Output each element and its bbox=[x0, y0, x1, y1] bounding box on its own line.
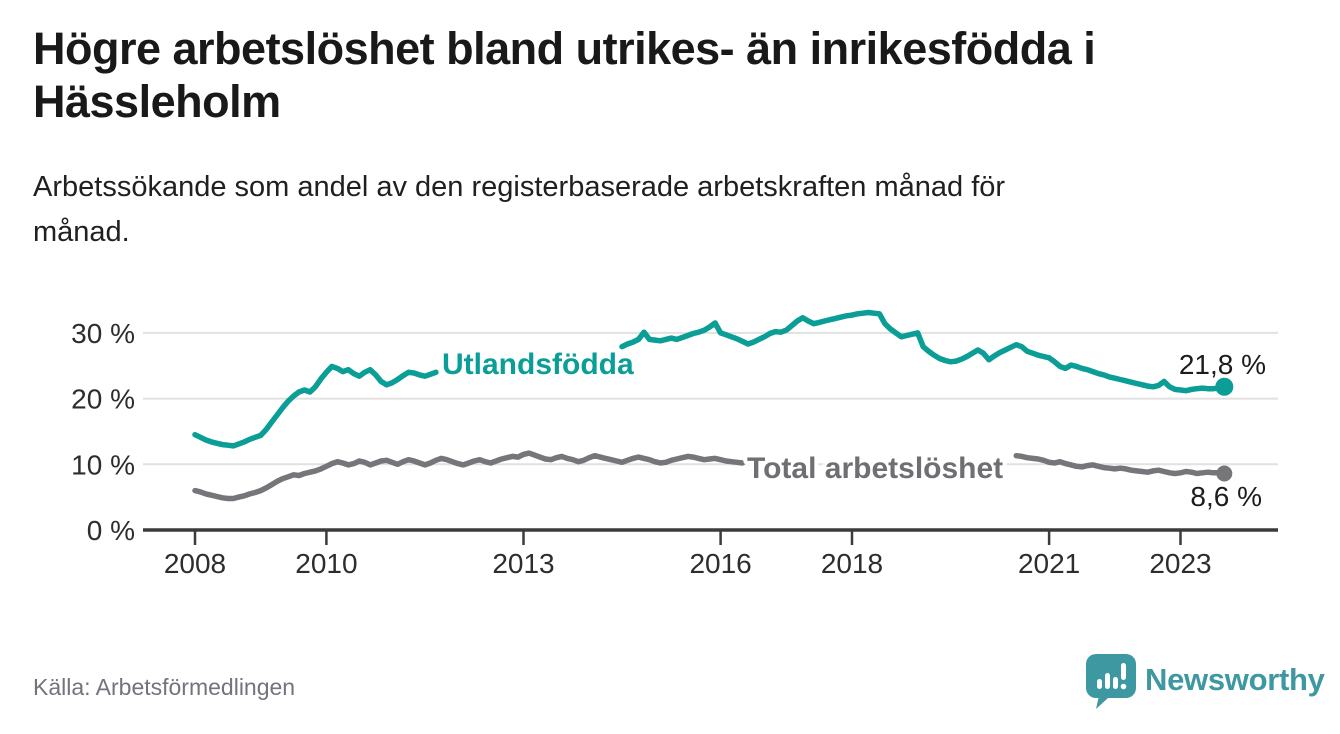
newsworthy-speech-bubble-bar-chart-icon bbox=[1086, 654, 1136, 709]
end-value-label-total: 8,6 % bbox=[1190, 481, 1262, 512]
source-note: Källa: Arbetsförmedlingen bbox=[33, 674, 296, 700]
chart-subtitle-line-1: Arbetssökande som andel av den registerb… bbox=[33, 171, 1006, 203]
x-tick-label-2010: 2010 bbox=[295, 548, 357, 579]
end-value-label-utlandsfodda: 21,8 % bbox=[1179, 349, 1266, 380]
y-tick-label-20: 20 % bbox=[71, 384, 135, 415]
x-tick-label-2008: 2008 bbox=[164, 548, 226, 579]
x-tick-label-2016: 2016 bbox=[689, 548, 751, 579]
y-tick-label-0: 0 % bbox=[87, 515, 135, 546]
end-dot-utlandsfodda bbox=[1215, 377, 1234, 396]
series-line-total bbox=[192, 450, 1228, 502]
x-tick-label-2023: 2023 bbox=[1149, 548, 1211, 579]
newsworthy-wordmark: Newsworthy bbox=[1145, 662, 1325, 697]
end-dot-total bbox=[1216, 465, 1233, 482]
x-tick-label-2013: 2013 bbox=[492, 548, 554, 579]
x-tick-label-2018: 2018 bbox=[821, 548, 883, 579]
newsworthy-logo: Newsworthy bbox=[1086, 654, 1325, 710]
series-label-total: Total arbetslöshet bbox=[747, 452, 1003, 485]
x-tick-label-2021: 2021 bbox=[1018, 548, 1080, 579]
series-line-utlandsfodda bbox=[192, 309, 1228, 449]
chart-subtitle-line-2: månad. bbox=[33, 216, 130, 248]
series-label-utlandsfodda: Utlandsfödda bbox=[442, 348, 634, 381]
y-tick-label-30: 30 % bbox=[71, 318, 135, 349]
chart-subtitle: Arbetssökande som andel av den registerb… bbox=[33, 165, 1273, 255]
y-tick-label-10: 10 % bbox=[71, 449, 135, 480]
chart-title: Högre arbetslöshet bland utrikes- än inr… bbox=[33, 22, 1293, 128]
chart-title-line-1: Högre arbetslöshet bland utrikes- än inr… bbox=[33, 23, 1096, 74]
chart-title-line-2: Hässleholm bbox=[33, 76, 281, 127]
